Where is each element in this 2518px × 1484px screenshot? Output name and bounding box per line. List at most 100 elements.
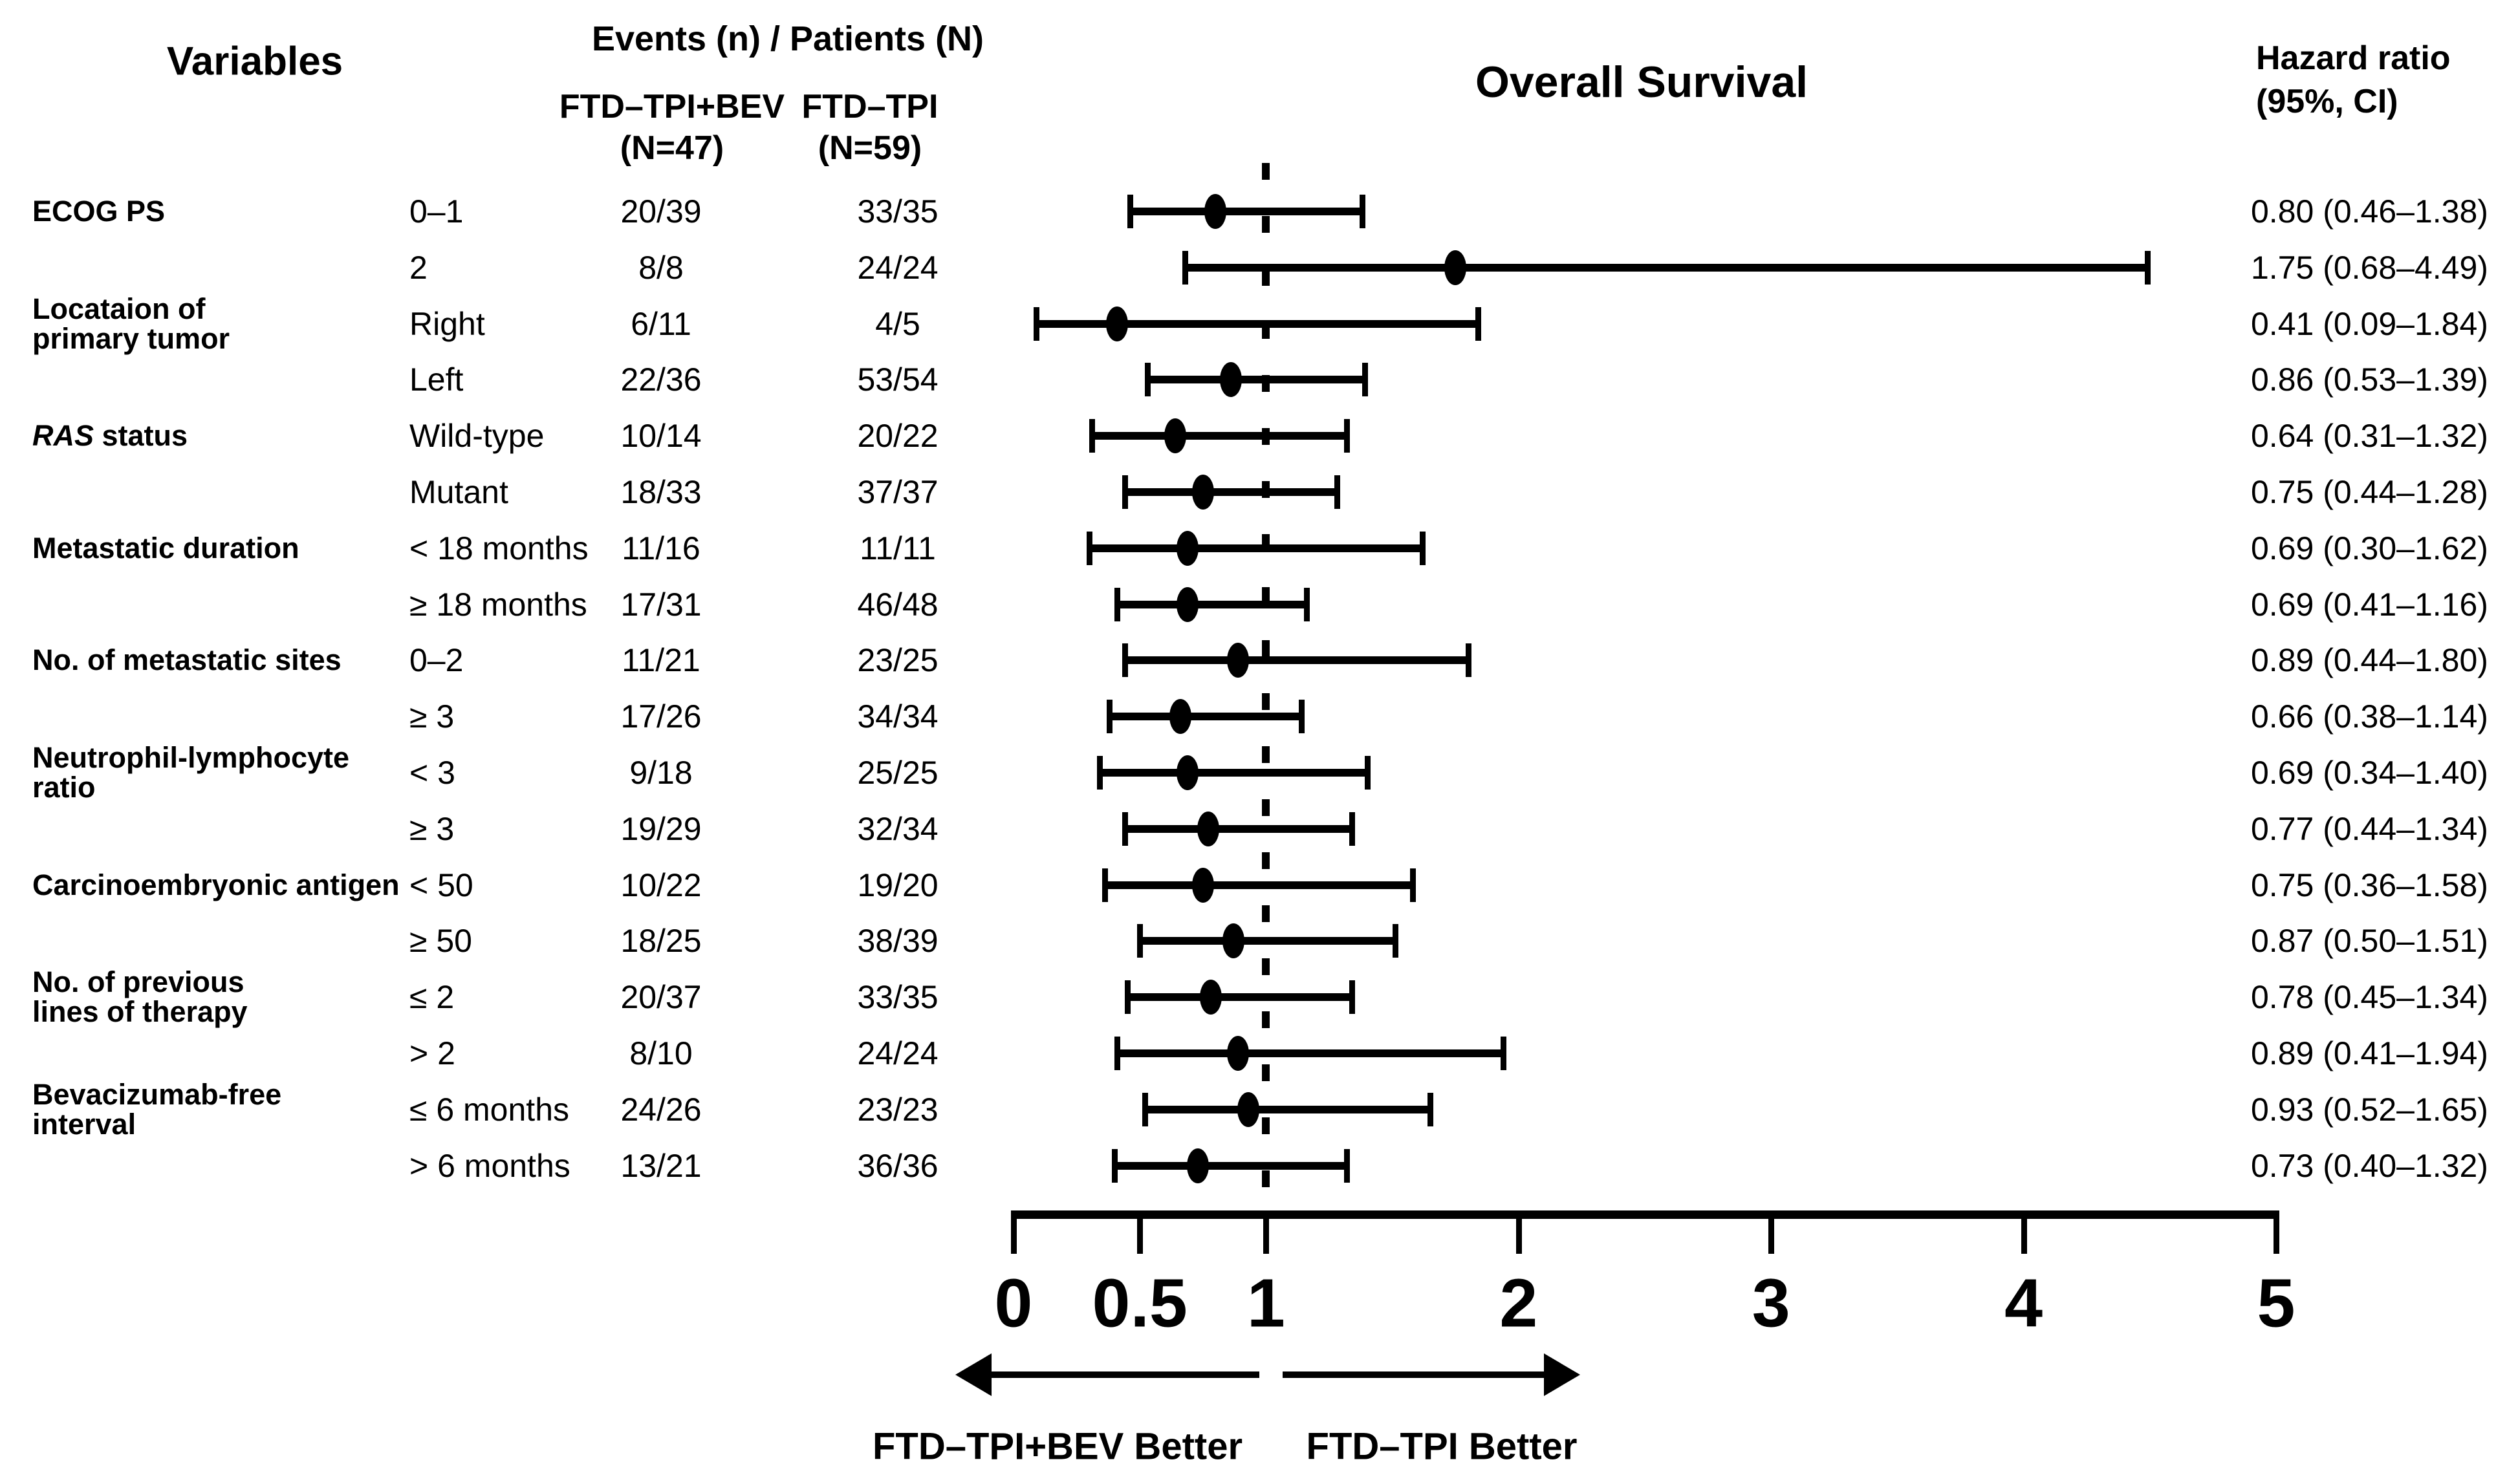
- forest-marker: [1237, 1091, 1260, 1127]
- ci-line: [1147, 376, 1365, 384]
- row-subgroup-label: Mutant: [409, 474, 508, 510]
- ci-line: [1036, 319, 1479, 328]
- axis-tick: [2274, 1219, 2279, 1254]
- ci-cap-low: [1112, 1148, 1118, 1183]
- row-events-ftd: 36/36: [857, 1147, 939, 1184]
- ci-cap-high: [1420, 531, 1426, 565]
- row-events-bev: 9/18: [629, 755, 693, 791]
- group-label: interval: [32, 1107, 136, 1141]
- row-subgroup-label: ≤ 6 months: [409, 1091, 569, 1128]
- group-label: No. of previous: [32, 965, 244, 999]
- ci-cap-low: [1114, 1037, 1121, 1070]
- row-subgroup-label: Right: [409, 305, 485, 342]
- column-header-ftd-tpi: FTD–TPI: [801, 88, 939, 125]
- row-subgroup-label: ≥ 18 months: [409, 586, 587, 623]
- forest-marker: [1106, 306, 1129, 341]
- row-events-ftd: 11/11: [860, 530, 936, 566]
- row-events-bev: 20/39: [620, 193, 702, 230]
- ci-line: [1104, 881, 1413, 889]
- row-subgroup-label: 2: [409, 249, 428, 286]
- row-events-bev: 8/10: [629, 1035, 693, 1071]
- axis-tick-label: 2: [1499, 1265, 1538, 1342]
- row-subgroup-label: < 18 months: [409, 530, 589, 566]
- row-events-bev: 13/21: [620, 1147, 702, 1184]
- axis-line: [1011, 1210, 2279, 1219]
- row-hazard-ratio-value: 0.89 (0.44–1.80): [2251, 642, 2488, 679]
- ci-line: [1124, 656, 1468, 665]
- row-events-bev: 6/11: [631, 305, 691, 342]
- forest-marker: [1191, 475, 1214, 510]
- column-header-ftd-tpi-n: (N=59): [818, 129, 922, 167]
- axis-tick-label: 3: [1752, 1265, 1790, 1342]
- row-events-bev: 19/29: [620, 810, 702, 847]
- ci-line: [1185, 263, 2147, 272]
- right-better-label: FTD–TPI Better: [1306, 1425, 1578, 1468]
- row-events-ftd: 33/35: [857, 193, 939, 230]
- row-events-ftd: 24/24: [857, 249, 939, 286]
- row-events-ftd: 23/25: [857, 642, 939, 679]
- row-events-ftd: 24/24: [857, 1035, 939, 1071]
- axis-tick-label: 5: [2257, 1265, 2296, 1342]
- axis-tick: [2021, 1219, 2027, 1254]
- row-hazard-ratio-value: 1.75 (0.68–4.49): [2251, 249, 2488, 286]
- left-better-label: FTD–TPI+BEV Better: [872, 1425, 1243, 1468]
- forest-marker: [1186, 1148, 1209, 1183]
- row-subgroup-label: < 3: [409, 755, 455, 791]
- row-subgroup-label: ≥ 50: [409, 923, 472, 960]
- row-subgroup-label: ≥ 3: [409, 810, 455, 847]
- row-subgroup-label: ≤ 2: [409, 979, 455, 1016]
- row-subgroup-label: 0–1: [409, 193, 464, 230]
- group-label: ratio: [32, 771, 96, 804]
- row-events-ftd: 37/37: [857, 474, 939, 510]
- row-hazard-ratio-value: 0.87 (0.50–1.51): [2251, 923, 2488, 960]
- ci-line: [1129, 208, 1362, 215]
- ci-cap-low: [1089, 419, 1096, 453]
- ci-cap-high: [1349, 980, 1356, 1015]
- ci-cap-low: [1122, 812, 1128, 846]
- forest-marker: [1197, 811, 1219, 846]
- ci-cap-low: [1096, 756, 1103, 790]
- forest-marker: [1177, 755, 1199, 790]
- ci-cap-high: [1427, 1092, 1434, 1126]
- axis-tick-label: 0.5: [1092, 1265, 1188, 1342]
- ci-cap-high: [1344, 419, 1351, 453]
- row-events-bev: 10/22: [620, 866, 702, 903]
- left-arrow-shaft: [988, 1371, 1259, 1378]
- forest-marker: [1219, 362, 1242, 398]
- group-label: primary tumor: [32, 321, 230, 355]
- ci-line: [1117, 600, 1307, 608]
- ci-cap-high: [1299, 700, 1305, 734]
- group-label: ECOG PS: [32, 195, 166, 228]
- ci-cap-high: [1501, 1037, 1507, 1070]
- group-label: No. of metastatic sites: [32, 643, 342, 677]
- ci-cap-high: [1303, 587, 1310, 621]
- ci-cap-high: [1334, 475, 1340, 509]
- row-events-ftd: 46/48: [857, 586, 939, 623]
- ci-cap-low: [1114, 587, 1121, 621]
- forest-marker: [1227, 1036, 1250, 1071]
- right-arrowhead-icon: [1544, 1353, 1580, 1396]
- row-hazard-ratio-value: 0.86 (0.53–1.39): [2251, 361, 2488, 398]
- column-header-ftd-tpi-bev: FTD–TPI+BEV: [559, 88, 785, 125]
- row-hazard-ratio-value: 0.69 (0.34–1.40): [2251, 755, 2488, 791]
- variables-column-header: Variables: [166, 39, 343, 84]
- ci-cap-high: [2144, 250, 2151, 285]
- row-events-bev: 17/31: [620, 586, 702, 623]
- row-events-ftd: 33/35: [857, 979, 939, 1016]
- row-events-bev: 18/33: [620, 474, 702, 510]
- forest-marker: [1164, 418, 1186, 454]
- ci-cap-low: [1127, 195, 1133, 228]
- row-hazard-ratio-value: 0.64 (0.31–1.32): [2251, 418, 2488, 455]
- group-label: Carcinoembryonic antigen: [32, 868, 400, 901]
- row-hazard-ratio-value: 0.75 (0.44–1.28): [2251, 474, 2488, 510]
- row-events-ftd: 4/5: [875, 305, 920, 342]
- forest-marker: [1169, 699, 1191, 735]
- row-hazard-ratio-value: 0.73 (0.40–1.32): [2251, 1147, 2488, 1184]
- ci-line: [1089, 544, 1423, 552]
- ci-line: [1127, 993, 1352, 1002]
- row-events-bev: 17/26: [620, 698, 702, 735]
- ci-cap-low: [1182, 250, 1189, 285]
- events-patients-header: Events (n) / Patients (N): [591, 19, 984, 58]
- row-events-ftd: 34/34: [857, 698, 939, 735]
